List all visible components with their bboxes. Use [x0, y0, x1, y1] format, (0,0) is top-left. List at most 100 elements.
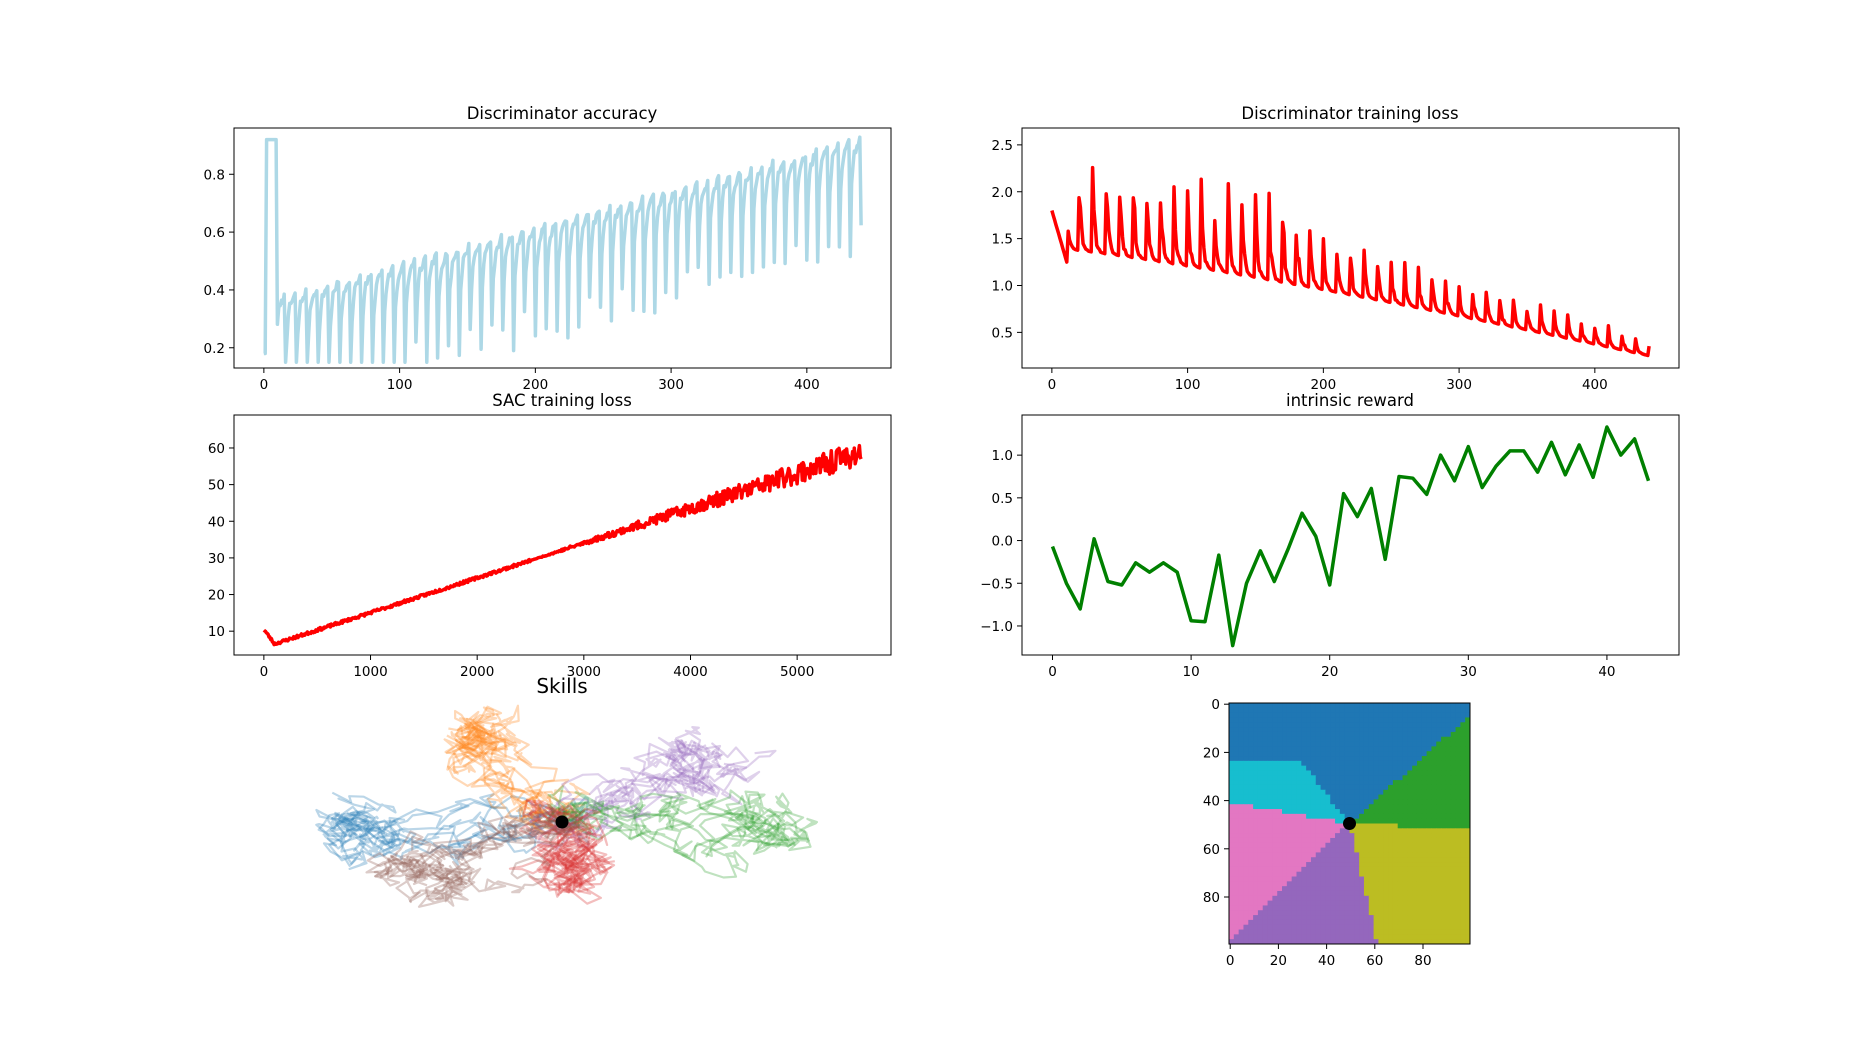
heatmap-cell	[1412, 881, 1418, 887]
heatmap-cell	[1306, 939, 1312, 945]
heatmap-cell	[1465, 886, 1471, 892]
heatmap-cell	[1426, 741, 1432, 747]
heatmap-cell	[1262, 722, 1269, 728]
heatmap-cell	[1455, 871, 1461, 878]
heatmap-cell	[1315, 809, 1322, 815]
heatmap-cell	[1301, 804, 1307, 810]
heatmap-cell	[1426, 919, 1432, 926]
heatmap-cell	[1421, 919, 1428, 926]
heatmap-cell	[1291, 828, 1297, 834]
heatmap-cell	[1436, 765, 1442, 771]
heatmap-cell	[1243, 818, 1249, 824]
heatmap-cell	[1267, 722, 1273, 728]
heatmap-cell	[1301, 809, 1307, 815]
heatmap-cell	[1267, 717, 1273, 723]
heatmap-cell	[1344, 934, 1350, 940]
heatmap-cell	[1445, 939, 1452, 945]
heatmap-cell	[1306, 876, 1312, 882]
heatmap-cell	[1392, 934, 1399, 940]
heatmap-cell	[1330, 852, 1336, 858]
heatmap-cell	[1286, 717, 1293, 723]
heatmap-cell	[1262, 760, 1269, 767]
heatmap-cell	[1296, 804, 1302, 810]
heatmap-cell	[1238, 828, 1244, 834]
heatmap-cell	[1465, 722, 1471, 728]
heatmap-cell	[1349, 813, 1355, 820]
heatmap-cell	[1412, 809, 1418, 815]
heatmap-cell	[1354, 895, 1360, 902]
heatmap-cell	[1407, 905, 1413, 911]
heatmap-cell	[1306, 727, 1312, 733]
heatmap-cell	[1330, 871, 1336, 878]
heatmap-cell	[1243, 929, 1249, 935]
heatmap-cell	[1267, 712, 1273, 718]
heatmap-cell	[1306, 915, 1312, 921]
heatmap-cell	[1344, 756, 1350, 762]
heatmap-cell	[1248, 842, 1254, 849]
x-tick-label: 60	[1366, 953, 1383, 969]
heatmap-cell	[1441, 727, 1447, 733]
heatmap-cell	[1445, 809, 1452, 815]
heatmap-cell	[1320, 842, 1326, 849]
heatmap-cell	[1253, 717, 1259, 723]
heatmap-cell	[1301, 847, 1307, 853]
heatmap-cell	[1320, 707, 1326, 714]
heatmap-cell	[1277, 929, 1283, 935]
heatmap-cell	[1354, 741, 1360, 747]
heatmap-cell	[1277, 722, 1283, 728]
heatmap-cell	[1378, 741, 1384, 747]
heatmap-cell	[1368, 833, 1375, 839]
heatmap-cell	[1354, 915, 1360, 921]
heatmap-cell	[1335, 890, 1341, 897]
heatmap-cell	[1272, 934, 1278, 940]
heatmap-cell	[1267, 789, 1273, 796]
heatmap-cell	[1325, 741, 1331, 747]
heatmap-cell	[1277, 809, 1283, 815]
heatmap-cell	[1286, 765, 1293, 771]
heatmap-cell	[1277, 837, 1283, 844]
heatmap-cell	[1383, 862, 1389, 868]
heatmap-cell	[1262, 881, 1269, 887]
heatmap-cell	[1344, 765, 1350, 771]
heatmap-cell	[1431, 871, 1437, 878]
heatmap-cell	[1339, 736, 1346, 743]
heatmap-cell	[1238, 717, 1244, 723]
heatmap-cell	[1412, 852, 1418, 858]
heatmap-cell	[1455, 809, 1461, 815]
heatmap-cell	[1354, 760, 1360, 767]
heatmap-cell	[1407, 722, 1413, 728]
heatmap-cell	[1368, 722, 1375, 728]
heatmap-cell	[1392, 924, 1399, 931]
heatmap-cell	[1431, 722, 1437, 728]
heatmap-cell	[1368, 900, 1375, 906]
heatmap-cell	[1402, 837, 1408, 844]
heatmap-cell	[1368, 905, 1375, 911]
heatmap-cell	[1296, 852, 1302, 858]
heatmap-cell	[1229, 866, 1235, 873]
heatmap-cell	[1359, 895, 1365, 902]
heatmap-cell	[1407, 828, 1413, 834]
heatmap-cell	[1397, 727, 1404, 733]
heatmap-cell	[1330, 746, 1336, 752]
heatmap-cell	[1282, 890, 1288, 897]
heatmap-cell	[1416, 741, 1423, 747]
heatmap-cell	[1450, 915, 1457, 921]
heatmap-cell	[1262, 813, 1269, 820]
heatmap-cell	[1465, 780, 1471, 786]
heatmap-cell	[1296, 717, 1302, 723]
heatmap-cell	[1460, 809, 1466, 815]
heatmap-cell	[1344, 939, 1350, 945]
heatmap-cell	[1238, 871, 1244, 878]
heatmap-cell	[1257, 823, 1264, 829]
heatmap-cell	[1373, 727, 1379, 733]
heatmap-cell	[1344, 712, 1350, 718]
heatmap-cell	[1320, 731, 1326, 738]
heatmap-cell	[1412, 818, 1418, 824]
heatmap-cell	[1431, 751, 1437, 757]
heatmap-cell	[1306, 866, 1312, 873]
heatmap-cell	[1460, 780, 1466, 786]
heatmap-cell	[1421, 760, 1428, 767]
heatmap-cell	[1465, 818, 1471, 824]
heatmap-cell	[1412, 890, 1418, 897]
heatmap-cell	[1450, 934, 1457, 940]
